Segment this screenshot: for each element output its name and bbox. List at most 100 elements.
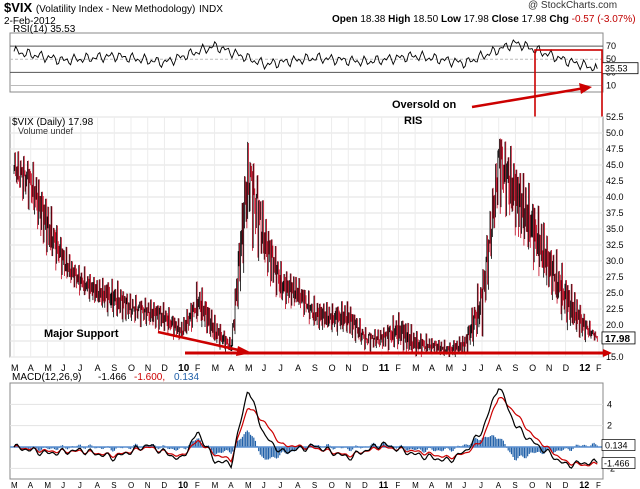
macd-month-tick-label: M <box>412 481 419 489</box>
macd-month-tick-label: J <box>262 481 266 489</box>
macd-month-tick-label: F <box>195 481 200 489</box>
macd-month-tick-label: O <box>329 481 335 489</box>
down-triangle-icon: ▼ <box>638 14 640 25</box>
month-tick-label: S <box>111 363 117 373</box>
month-tick-label: F <box>596 363 602 373</box>
macd-month-tick-label: A <box>496 481 502 489</box>
price-last-value-box <box>601 331 636 345</box>
macd-month-tick-label: S <box>111 481 116 489</box>
macd-month-tick-label: A <box>95 481 101 489</box>
macd-month-tick-label: N <box>145 481 151 489</box>
month-tick-label: J <box>61 363 65 373</box>
macd-month-tick-label: D <box>362 481 368 489</box>
chg-label: Chg <box>549 14 569 25</box>
month-tick-label: 10 <box>178 363 190 374</box>
macd-legend-macd: -1.466 <box>98 372 127 383</box>
month-tick-label: F <box>195 363 201 373</box>
month-tick-label: A <box>496 363 502 373</box>
month-tick-label: A <box>429 363 435 373</box>
high-value: 18.50 <box>413 14 439 25</box>
macd-month-tick-label: 10 <box>178 480 188 489</box>
chart-title: $VIX (Volatility Index - New Methodology… <box>4 0 223 15</box>
macd-month-tick-label: J <box>78 481 82 489</box>
high-label: High <box>388 14 411 25</box>
macd-month-tick-label: S <box>312 481 317 489</box>
macd-month-tick-label: D <box>563 481 569 489</box>
low-label: Low <box>440 14 461 25</box>
macd-month-tick-label: D <box>161 481 167 489</box>
price-last-value: 17.98 <box>605 334 630 345</box>
support-line-arrowhead <box>603 349 612 357</box>
price-tick-label: 15.0 <box>606 352 624 362</box>
price-tick-label: 47.5 <box>606 144 624 154</box>
macd-month-tick-label: S <box>512 481 517 489</box>
exchange: INDX <box>198 4 223 15</box>
close-value: 17.98 <box>521 14 547 25</box>
macd-line <box>13 388 598 470</box>
symbol: $VIX <box>4 0 33 15</box>
macd-month-tick-label: F <box>596 481 601 489</box>
macd-month-tick-label: N <box>546 481 552 489</box>
month-tick-label: F <box>395 363 401 373</box>
price-tick-label: 50.0 <box>606 128 624 138</box>
month-tick-label: 11 <box>379 363 390 374</box>
rsi-legend: RSI(14) 35.53 <box>13 24 76 35</box>
month-tick-label: J <box>278 363 283 373</box>
price-tick-label: 40.0 <box>606 192 624 202</box>
macd-panel-frame <box>9 382 604 480</box>
close-label: Close <box>491 14 519 25</box>
macd-month-tick-label: A <box>429 481 435 489</box>
open-value: 18.38 <box>360 14 386 25</box>
month-tick-label: J <box>479 363 484 373</box>
oversold-label-line2: RIS <box>404 115 422 127</box>
month-tick-label: N <box>546 363 553 373</box>
oversold-label: Oversold on <box>392 99 456 111</box>
macd-hist-last-value: 0.134 <box>605 441 628 451</box>
macd-legend-hist: 0.134 <box>174 372 199 383</box>
macd-month-tick-label: A <box>228 481 234 489</box>
support-arrow <box>157 330 244 353</box>
macd-month-tick-label: 12 <box>579 480 589 489</box>
month-tick-label: M <box>44 363 52 373</box>
macd-signal-line <box>13 397 598 467</box>
open-label: Open <box>332 14 358 25</box>
macd-month-tick-label: M <box>11 481 18 489</box>
macd-month-tick-label: A <box>28 481 34 489</box>
watermark: @ StockCharts.com <box>528 0 618 11</box>
macd-month-tick-label: J <box>61 481 65 489</box>
price-tick-label: 20.0 <box>606 320 624 330</box>
price-tick-label: 22.5 <box>606 304 624 314</box>
month-tick-label: S <box>512 363 518 373</box>
rsi-tick-label: 10 <box>606 80 616 90</box>
price-tick-label: 25.0 <box>606 288 624 298</box>
month-tick-label: O <box>128 363 135 373</box>
macd-last-value: -1.466 <box>604 459 630 469</box>
month-tick-label: M <box>212 363 220 373</box>
macd-month-tick-label: M <box>44 481 51 489</box>
month-tick-label: O <box>329 363 336 373</box>
price-tick-label: 52.5 <box>606 112 624 122</box>
price-tick-label: 45.0 <box>606 160 624 170</box>
macd-month-tick-label: A <box>295 481 301 489</box>
rsi-tick-label: 50 <box>606 54 616 64</box>
macd-month-tick-label: M <box>245 481 252 489</box>
price-tick-label: 32.5 <box>606 240 624 250</box>
major-support-label: Major Support <box>44 328 119 340</box>
month-tick-label: M <box>446 363 454 373</box>
quote-bar: Open 18.38 High 18.50 Low 17.98 Close 17… <box>332 14 640 25</box>
month-tick-label: A <box>228 363 234 373</box>
month-tick-label: N <box>345 363 352 373</box>
support-arrowhead <box>236 346 252 356</box>
month-tick-label: D <box>563 363 570 373</box>
macd-legend-signal: -1.600, <box>134 372 165 383</box>
macd-month-tick-label: F <box>395 481 400 489</box>
macd-month-tick-label: N <box>345 481 351 489</box>
macd-hist-last-box <box>601 439 636 451</box>
macd-month-tick-label: M <box>446 481 453 489</box>
macd-tick-label: 4 <box>607 399 612 409</box>
chart-date: 2-Feb-2012 <box>4 16 56 27</box>
month-tick-label: N <box>145 363 152 373</box>
month-tick-label: D <box>362 363 369 373</box>
month-tick-label: A <box>295 363 301 373</box>
